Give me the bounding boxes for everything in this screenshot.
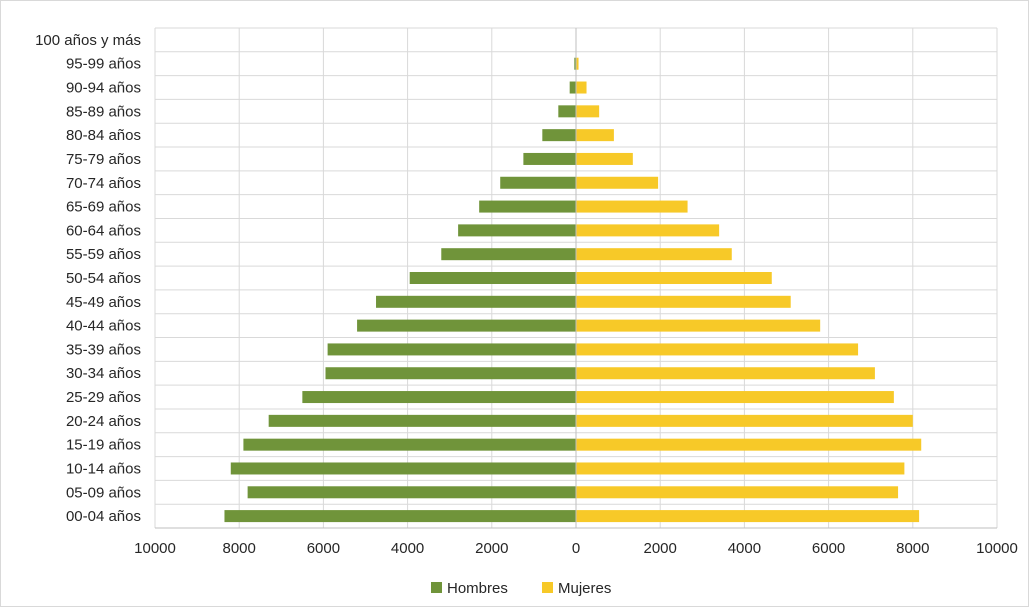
category-label: 10-14 años <box>66 460 141 477</box>
category-label: 40-44 años <box>66 318 141 335</box>
bar-mujeres <box>576 367 875 380</box>
bar-mujeres <box>576 272 772 284</box>
bar-mujeres <box>576 319 821 332</box>
category-label: 45-49 años <box>66 294 141 311</box>
bar-mujeres <box>576 129 614 142</box>
bar-hombres <box>302 391 576 404</box>
bar-hombres <box>441 248 576 261</box>
bar-hombres <box>357 319 576 332</box>
category-label: 100 años y más <box>35 32 141 49</box>
x-tick-label: 6000 <box>812 540 845 557</box>
x-tick-label: 10000 <box>976 540 1018 557</box>
bar-hombres <box>409 272 576 284</box>
category-label: 75-79 años <box>66 151 141 168</box>
bar-mujeres <box>576 438 922 451</box>
bar-mujeres <box>576 176 659 189</box>
legend-swatch <box>431 582 442 593</box>
x-tick-label: 8000 <box>896 540 929 557</box>
category-label: 50-54 años <box>66 270 141 287</box>
bar-mujeres <box>576 295 791 308</box>
bar-mujeres <box>576 152 633 165</box>
bar-hombres <box>479 200 576 213</box>
bar-hombres <box>247 486 576 499</box>
category-label: 80-84 años <box>66 127 141 144</box>
bar-hombres <box>230 462 576 475</box>
bar-hombres <box>458 224 576 237</box>
category-label: 90-94 años <box>66 80 141 97</box>
bar-hombres <box>325 367 576 380</box>
axis-layer <box>155 28 997 529</box>
legend-label: Mujeres <box>558 580 611 597</box>
labels-layer: 00-04 años 05-09 años 10-14 años 15-19 años… <box>35 32 1018 557</box>
category-label: 35-39 años <box>66 341 141 358</box>
bar-hombres <box>574 57 576 70</box>
x-tick-label: 10000 <box>134 540 176 557</box>
category-label: 30-34 años <box>66 365 141 382</box>
bar-hombres <box>558 105 576 118</box>
bar-mujeres <box>576 57 579 70</box>
legend: Hombres Mujeres <box>431 580 611 597</box>
bar-hombres <box>523 152 576 165</box>
bar-mujeres <box>576 343 859 356</box>
x-tick-label: 4000 <box>391 540 424 557</box>
category-label: 70-74 años <box>66 175 141 192</box>
x-tick-label: 4000 <box>728 540 761 557</box>
x-tick-label: 2000 <box>644 540 677 557</box>
category-label: 65-69 años <box>66 199 141 216</box>
bar-mujeres <box>576 105 600 118</box>
legend-label: Hombres <box>447 580 508 597</box>
category-label: 15-19 años <box>66 437 141 454</box>
category-label: 85-89 años <box>66 103 141 120</box>
x-tick-label: 2000 <box>475 540 508 557</box>
bars-layer <box>224 33 922 523</box>
category-label: 25-29 años <box>66 389 141 406</box>
bar-mujeres <box>576 200 688 213</box>
category-label: 95-99 años <box>66 56 141 73</box>
x-tick-label: 8000 <box>223 540 256 557</box>
bar-mujeres <box>576 248 732 261</box>
category-label: 05-09 años <box>66 484 141 501</box>
bar-hombres <box>569 81 576 94</box>
category-label: 20-24 años <box>66 413 141 430</box>
bar-mujeres <box>576 414 913 427</box>
category-label: 55-59 años <box>66 246 141 263</box>
category-label: 60-64 años <box>66 222 141 239</box>
bar-hombres <box>376 295 576 308</box>
legend-swatch <box>542 582 553 593</box>
category-label: 00-04 años <box>66 508 141 525</box>
bar-hombres <box>224 510 576 523</box>
x-tick-label: 0 <box>572 540 580 557</box>
bar-hombres <box>542 129 576 142</box>
bar-mujeres <box>576 224 720 237</box>
bar-mujeres <box>576 486 899 499</box>
bar-mujeres <box>576 510 920 523</box>
bar-hombres <box>327 343 576 356</box>
bar-mujeres <box>576 81 587 94</box>
x-tick-label: 6000 <box>307 540 340 557</box>
bar-mujeres <box>576 391 894 404</box>
bar-hombres <box>268 414 576 427</box>
bar-hombres <box>243 438 576 451</box>
bar-hombres <box>500 176 576 189</box>
bar-mujeres <box>576 462 905 475</box>
